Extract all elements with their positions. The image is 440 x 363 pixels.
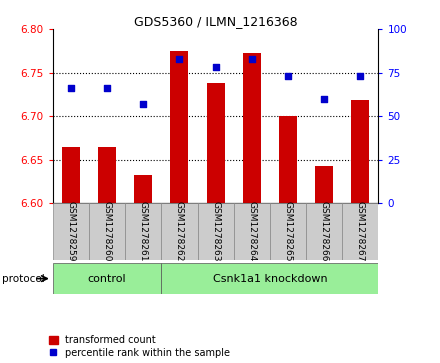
Bar [170, 51, 188, 203]
Bar [351, 101, 369, 203]
Title: GDS5360 / ILMN_1216368: GDS5360 / ILMN_1216368 [134, 15, 297, 28]
Point [248, 56, 255, 62]
Point [176, 56, 183, 62]
Bar [198, 203, 234, 260]
Bar [53, 203, 89, 260]
Bar [306, 203, 342, 260]
Text: GSM1278261: GSM1278261 [139, 201, 148, 262]
Bar [315, 166, 333, 203]
Bar [342, 203, 378, 260]
Text: GSM1278262: GSM1278262 [175, 201, 184, 262]
Text: GSM1278267: GSM1278267 [356, 201, 365, 262]
Bar [161, 203, 198, 260]
Point [67, 85, 74, 91]
Bar [243, 53, 261, 203]
Bar [270, 203, 306, 260]
Bar [161, 263, 378, 294]
Point [140, 101, 147, 107]
Bar [234, 203, 270, 260]
Bar [125, 203, 161, 260]
Text: GSM1278264: GSM1278264 [247, 201, 256, 262]
Point [284, 73, 291, 79]
Text: GSM1278266: GSM1278266 [319, 201, 329, 262]
Text: control: control [88, 274, 126, 284]
Bar [62, 147, 80, 203]
Text: GSM1278259: GSM1278259 [66, 201, 75, 262]
Bar [98, 147, 116, 203]
Bar [89, 203, 125, 260]
Bar [206, 83, 225, 203]
Point [103, 85, 110, 91]
Point [321, 96, 328, 102]
Point [212, 65, 219, 70]
Bar [53, 263, 161, 294]
Text: protocol: protocol [2, 274, 45, 284]
Text: Csnk1a1 knockdown: Csnk1a1 knockdown [213, 274, 327, 284]
Bar [279, 116, 297, 203]
Text: GSM1278263: GSM1278263 [211, 201, 220, 262]
Text: GSM1278260: GSM1278260 [103, 201, 112, 262]
Legend: transformed count, percentile rank within the sample: transformed count, percentile rank withi… [49, 335, 231, 358]
Point [357, 73, 364, 79]
Text: GSM1278265: GSM1278265 [283, 201, 293, 262]
Bar [134, 175, 152, 203]
